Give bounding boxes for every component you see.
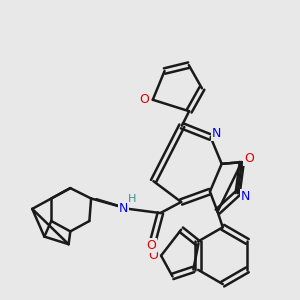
- Text: O: O: [244, 152, 254, 165]
- Text: O: O: [148, 249, 158, 262]
- Text: N: N: [118, 202, 128, 215]
- Text: O: O: [146, 239, 156, 252]
- Text: N: N: [212, 127, 221, 140]
- Text: O: O: [139, 93, 149, 106]
- Text: H: H: [128, 194, 136, 204]
- Text: N: N: [241, 190, 250, 202]
